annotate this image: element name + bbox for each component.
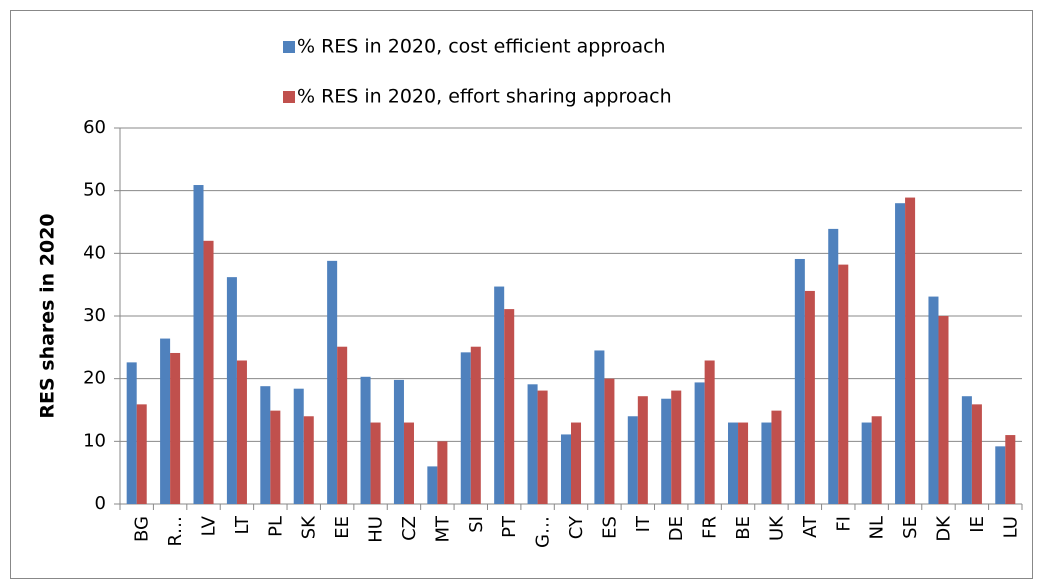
bar [594,350,605,504]
bar [504,309,515,504]
bar [694,382,705,504]
bar [126,362,137,504]
x-tick-label: BG [132,516,153,542]
y-tick-label: 10 [83,430,106,451]
bar [995,446,1006,504]
bar [971,404,982,504]
bar [460,352,471,504]
bar [160,338,171,504]
bar [627,416,638,504]
x-tick-label: HU [366,516,387,543]
bar [337,346,348,504]
x-tick-label: EE [332,516,353,539]
legend-label: % RES in 2020, cost efficient approach [297,36,666,58]
bar [704,360,715,504]
y-tick-label: 40 [83,242,106,263]
bar [327,260,338,504]
x-tick-label: SK [299,515,320,539]
bar [1005,435,1016,504]
x-tick-label: G… [533,516,554,548]
legend-swatch [283,91,295,103]
bar [905,197,916,504]
x-tick-label: IE [967,516,988,533]
bar [303,416,314,504]
bar [470,346,481,504]
x-tick-label: CY [566,515,587,539]
bar [560,434,571,504]
bar [293,388,304,504]
x-tick-label: LU [1000,516,1021,538]
bar [537,390,548,504]
bar [804,290,815,504]
y-tick-label: 30 [83,305,106,326]
x-tick-label: LT [232,515,253,535]
bar [794,258,805,504]
bar [226,277,237,504]
bar [437,441,448,504]
bar [938,316,949,504]
y-tick-label: 0 [95,493,106,514]
bar [203,240,214,505]
bar [427,466,438,504]
legend-swatch [283,41,295,53]
x-tick-label: PL [265,516,286,537]
bar [571,422,582,504]
y-tick-label: 20 [83,368,106,389]
bar [637,396,648,504]
bar [270,410,281,504]
x-tick-label: NL [867,516,888,540]
bar [838,264,849,504]
bar [170,352,181,504]
y-axis-label: RES shares in 2020 [37,213,59,418]
x-tick-label: FI [833,516,854,532]
x-tick-label: AT [800,515,821,538]
bar [895,203,906,504]
bar [236,360,247,504]
y-tick-label: 50 [83,180,106,201]
bar [494,286,505,504]
bar [961,396,972,504]
x-tick-label: SI [466,516,487,533]
bar [871,416,882,504]
x-tick-label: DK [933,515,954,542]
legend-label: % RES in 2020, effort sharing approach [297,86,672,108]
bar [360,376,371,504]
x-tick-label: ES [599,516,620,539]
x-tick-label: CZ [399,516,420,541]
x-tick-label: BE [733,516,754,540]
x-tick-label: MT [432,515,453,543]
bar [403,422,414,504]
x-tick-label: R… [165,516,186,547]
bar [738,422,749,504]
x-tick-label: SE [900,516,921,539]
x-tick-label: IT [633,515,654,532]
bar [661,398,672,504]
bar [370,422,381,504]
x-tick-label: PT [499,515,520,538]
bar [260,386,271,504]
bar [728,422,739,504]
x-tick-label: UK [766,515,787,541]
bar [861,422,872,504]
bar [671,390,682,504]
bar [136,404,147,504]
x-tick-label: DE [666,516,687,541]
bar [393,379,404,504]
bar [828,228,839,505]
x-tick-label: LV [199,515,220,536]
bar [604,378,615,504]
bar [761,422,772,504]
bar [928,296,939,504]
bar [527,384,538,504]
bar [193,185,204,504]
x-tick-label: FR [700,516,721,539]
bar [771,410,782,504]
y-tick-label: 60 [83,117,106,138]
